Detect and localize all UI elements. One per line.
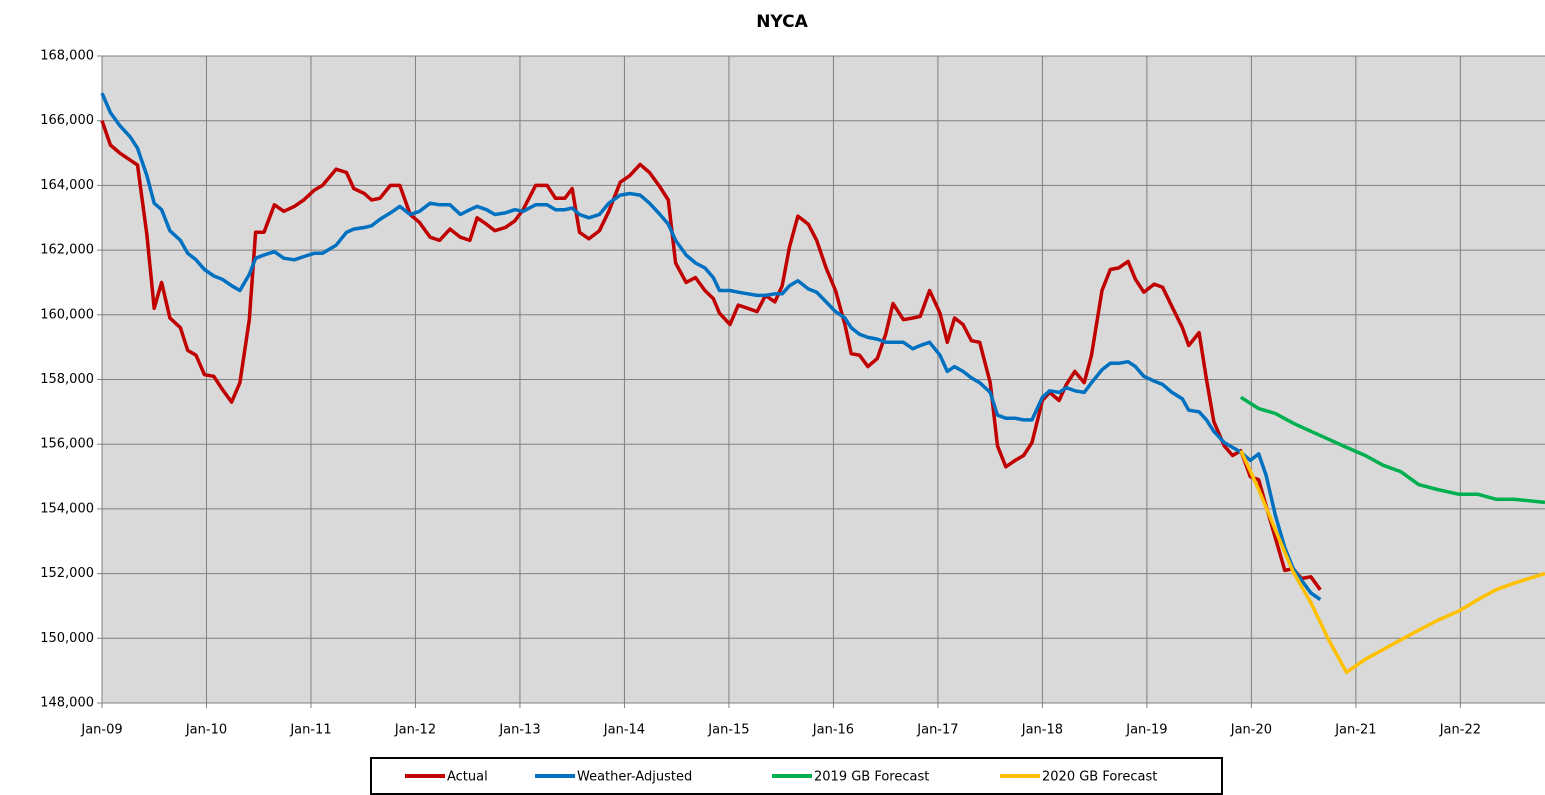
x-tick-label: Jan-09 xyxy=(80,723,122,738)
x-tick-label: Jan-21 xyxy=(1334,723,1376,738)
x-tick-label: Jan-11 xyxy=(289,723,331,738)
x-tick-label: Jan-18 xyxy=(1021,723,1063,738)
x-tick-label: Jan-16 xyxy=(812,723,854,738)
legend-label: Weather-Adjusted xyxy=(577,770,692,785)
x-tick-label: Jan-22 xyxy=(1439,723,1481,738)
series-line xyxy=(1239,449,1545,675)
x-tick-label: Jan-14 xyxy=(603,723,645,738)
x-tick-label: Jan-19 xyxy=(1125,723,1167,738)
y-tick-label: 156,000 xyxy=(40,437,94,452)
series-line xyxy=(1239,395,1545,505)
x-tick-label: Jan-17 xyxy=(916,723,958,738)
y-tick-label: 150,000 xyxy=(40,631,94,646)
x-tick-label: Jan-15 xyxy=(707,723,749,738)
legend-label: Actual xyxy=(447,770,488,785)
y-tick-label: 152,000 xyxy=(40,566,94,581)
y-tick-label: 154,000 xyxy=(40,501,94,516)
y-tick-label: 168,000 xyxy=(40,49,94,64)
series-line xyxy=(100,120,1322,591)
y-tick-label: 158,000 xyxy=(40,372,94,387)
y-tick-label: 164,000 xyxy=(40,178,94,193)
series-line xyxy=(100,92,1322,601)
y-tick-label: 160,000 xyxy=(40,307,94,322)
y-tick-label: 148,000 xyxy=(40,696,94,711)
legend-label: 2019 GB Forecast xyxy=(814,770,929,785)
x-tick-label: Jan-13 xyxy=(498,723,540,738)
x-tick-label: Jan-12 xyxy=(394,723,436,738)
y-tick-label: 162,000 xyxy=(40,243,94,258)
chart-title: NYCA xyxy=(756,12,808,32)
legend-label: 2020 GB Forecast xyxy=(1042,770,1157,785)
x-tick-label: Jan-10 xyxy=(185,723,227,738)
y-tick-label: 166,000 xyxy=(40,113,94,128)
x-tick-label: Jan-20 xyxy=(1230,723,1272,738)
